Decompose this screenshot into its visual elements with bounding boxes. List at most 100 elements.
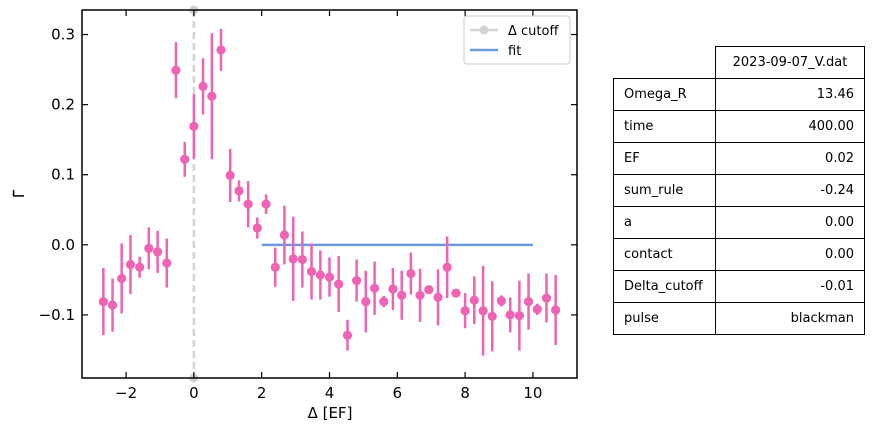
axes-layer: −2 0 2 4 6 8 10 −0.1 0.0 0.1 0.2 0.3: [39, 10, 577, 402]
params-row: contact 0.00: [613, 238, 865, 271]
params-row: EF 0.02: [613, 142, 865, 175]
data-point: [415, 290, 425, 300]
data-point: [279, 230, 290, 240]
data-point: [424, 285, 434, 295]
data-point: [98, 296, 108, 307]
data-point: [487, 311, 497, 321]
param-key: EF: [613, 142, 716, 175]
data-point: [135, 262, 145, 272]
data-point: [144, 243, 154, 253]
x-tick-label: 6: [393, 384, 403, 402]
data-point: [225, 170, 235, 181]
y-tick-label: 0.1: [51, 166, 75, 184]
data-point: [315, 270, 325, 280]
data-point: [469, 295, 479, 305]
parameters-table: 2023-09-07_V.dat Omega_R 13.46 time 400.…: [613, 46, 865, 335]
data-point: [288, 254, 298, 264]
params-row: Omega_R 13.46: [613, 78, 865, 111]
param-value: -0.01: [715, 270, 865, 303]
y-tick-label: 0.3: [51, 26, 75, 44]
data-point: [297, 254, 307, 265]
param-value: 400.00: [715, 110, 865, 143]
data-point: [342, 330, 353, 340]
data-point: [451, 288, 461, 298]
params-row: pulse blackman: [613, 302, 865, 335]
data-point: [261, 199, 271, 209]
data-point: [551, 305, 561, 315]
y-tick-label: 0.0: [51, 236, 75, 254]
data-point: [514, 311, 524, 321]
data-point: [107, 300, 118, 310]
param-key: Omega_R: [613, 78, 716, 111]
data-point: [324, 272, 335, 282]
data-point: [117, 273, 127, 284]
params-row: a 0.00: [613, 206, 865, 239]
legend-box: [463, 15, 571, 65]
data-point: [433, 292, 443, 302]
param-key: sum_rule: [613, 174, 716, 207]
x-tick-label: 0: [189, 384, 199, 402]
data-point: [406, 268, 416, 279]
x-tick-label: 10: [523, 384, 542, 402]
data-point: [352, 275, 362, 286]
param-value: blackman: [715, 302, 865, 335]
data-point: [397, 290, 407, 300]
data-point: [532, 304, 542, 314]
y-axis-label: Γ̃: [10, 189, 28, 198]
data-point: [171, 65, 181, 75]
param-value: 13.46: [715, 78, 865, 111]
param-key: a: [613, 206, 716, 239]
data-point: [505, 310, 515, 320]
data-point: [153, 247, 163, 257]
plot-frame: [81, 9, 578, 379]
data-point: [379, 296, 389, 307]
x-tick-label: 2: [257, 384, 267, 402]
legend-cutoff-label: Δ cutoff: [508, 24, 559, 39]
data-point: [460, 306, 470, 316]
x-tick-label: 8: [460, 384, 470, 402]
data-point: [478, 306, 488, 316]
data-point: [388, 284, 398, 294]
data-point: [270, 262, 280, 272]
x-tick-label: −2: [115, 384, 137, 402]
data-point: [162, 258, 172, 268]
data-point: [252, 223, 262, 233]
params-row: time 400.00: [613, 110, 865, 143]
data-point: [334, 279, 344, 289]
param-key: time: [613, 110, 716, 143]
data-point: [189, 121, 199, 131]
data-point: [198, 81, 208, 92]
param-value: 0.00: [715, 206, 865, 239]
param-value: 0.00: [715, 238, 865, 271]
data-point: [180, 154, 190, 164]
param-key: Delta_cutoff: [613, 270, 716, 303]
data-point: [369, 283, 380, 293]
data-point: [442, 262, 452, 272]
params-file-header: 2023-09-07_V.dat: [715, 46, 865, 79]
y-tick-label: −0.1: [39, 306, 75, 324]
data-point: [361, 296, 371, 307]
legend-fit-label: fit: [508, 44, 521, 59]
params-row: sum_rule -0.24: [613, 174, 865, 207]
data-point: [243, 199, 253, 209]
gamma-vs-delta-chart: −2 0 2 4 6 8 10 −0.1 0.0 0.1 0.2 0.3 Δ [EF] Γ̃ Δ cu…: [10, 5, 578, 422]
param-value: -0.24: [715, 174, 865, 207]
data-point: [306, 266, 317, 277]
x-tick-label: 4: [325, 384, 335, 402]
data-point: [541, 293, 552, 303]
data-point: [125, 259, 136, 270]
data-point: [523, 296, 534, 307]
plot-layer: [98, 5, 561, 383]
legend: Δ cutoff fit: [463, 15, 571, 65]
param-key: contact: [613, 238, 716, 271]
legend-cutoff-marker: [479, 25, 489, 35]
params-row: Delta_cutoff -0.01: [613, 270, 865, 303]
x-axis-label: Δ [EF]: [308, 404, 353, 422]
params-header-row: 2023-09-07_V.dat: [614, 46, 865, 79]
data-point: [207, 91, 217, 101]
y-tick-label: 0.2: [51, 96, 75, 114]
data-point: [234, 186, 244, 196]
param-value: 0.02: [715, 142, 865, 175]
data-point: [216, 45, 226, 55]
params-corner-cell: [614, 47, 716, 79]
